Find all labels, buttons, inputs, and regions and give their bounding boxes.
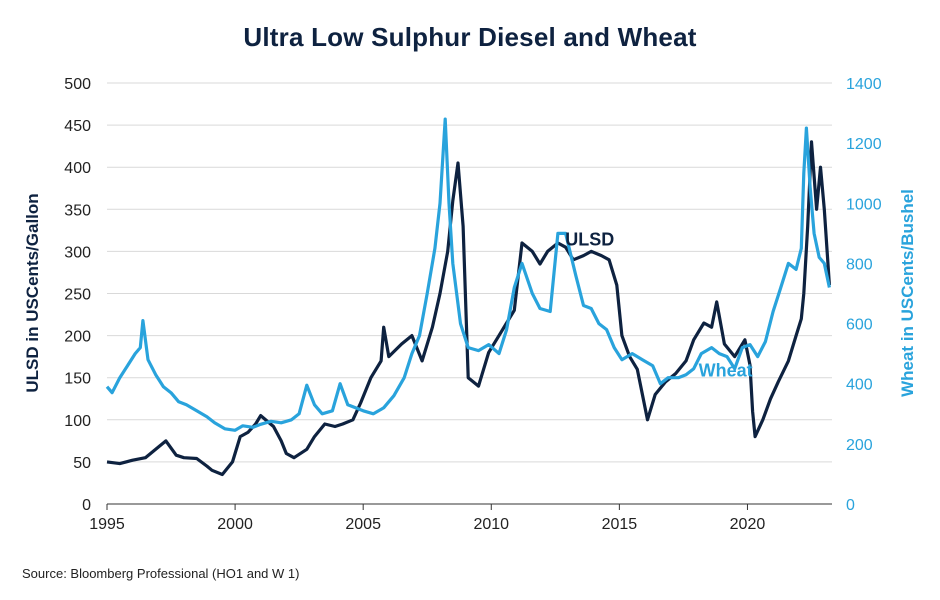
annotation-ulsd: ULSD: [565, 230, 614, 250]
y-tick-label: 200: [64, 329, 91, 346]
y-tick-label: 150: [64, 371, 91, 388]
y-axis-right-label: Wheat in USCents/Bushel: [898, 189, 917, 397]
x-tick-label: 2020: [730, 516, 766, 533]
y-tick-label: 100: [64, 413, 91, 430]
y2-tick-label: 600: [846, 317, 873, 334]
annotation-wheat: Wheat: [699, 360, 753, 380]
y2-tick-label: 1000: [846, 196, 882, 213]
y2-tick-label: 200: [846, 437, 873, 454]
x-tick-label: 2000: [217, 516, 253, 533]
y-axis-left-label: ULSD in USCents/Gallon: [23, 193, 42, 392]
y2-tick-label: 1200: [846, 136, 882, 153]
y-tick-label: 500: [64, 76, 91, 93]
y2-tick-label: 800: [846, 256, 873, 273]
y-tick-label: 400: [64, 160, 91, 177]
y2-tick-label: 0: [846, 497, 855, 514]
chart-title: Ultra Low Sulphur Diesel and Wheat: [243, 22, 697, 52]
y2-tick-label: 1400: [846, 76, 882, 93]
y-tick-label: 300: [64, 244, 91, 261]
y-tick-label: 250: [64, 287, 91, 304]
x-tick-label: 1995: [89, 516, 125, 533]
axes: 0 50 100 150 200 250 300 350 400 450 500 0 200 400 600…: [64, 76, 881, 533]
series-line-wheat: [105, 117, 831, 432]
y2-tick-label: 400: [846, 377, 873, 394]
y-tick-label: 50: [73, 455, 91, 472]
y-tick-label: 0: [82, 497, 91, 514]
series-lines: [105, 117, 831, 477]
y-tick-label: 350: [64, 202, 91, 219]
annotations: ULSD Wheat: [565, 230, 752, 381]
x-tick-label: 2015: [602, 516, 638, 533]
x-tick-label: 2010: [473, 516, 509, 533]
y-tick-label: 450: [64, 118, 91, 135]
gridlines: [107, 82, 832, 463]
source-note: Source: Bloomberg Professional (HO1 and …: [22, 566, 300, 581]
x-tick-label: 2005: [345, 516, 381, 533]
